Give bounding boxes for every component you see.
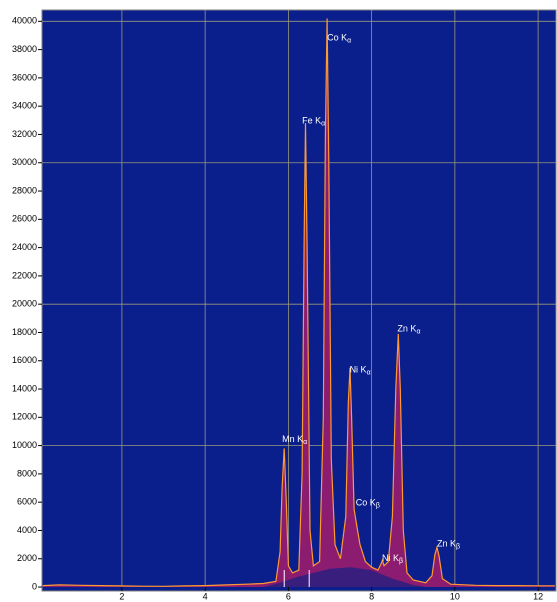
peak-label-element: Ni K — [350, 365, 367, 375]
peak-label: Co Kα — [327, 33, 351, 44]
y-tick-label: 34000 — [12, 101, 37, 111]
y-tick-label: 14000 — [12, 383, 37, 393]
y-tick-label: 12000 — [12, 412, 37, 422]
peak-label-element: Ni K — [382, 553, 399, 563]
y-tick-label: 32000 — [12, 129, 37, 139]
x-tick-label: 4 — [203, 591, 208, 601]
y-tick-label: 28000 — [12, 185, 37, 195]
plot-area — [41, 9, 557, 592]
peak-label-line: α — [367, 369, 371, 376]
spectrum-area — [263, 567, 426, 588]
y-tick-label: 38000 — [12, 44, 37, 54]
x-tick-label: 6 — [286, 591, 291, 601]
peak-label: Mn Kα — [282, 434, 307, 445]
peak-label-element: Co K — [327, 33, 347, 43]
peak-label-element: Fe K — [302, 116, 321, 126]
peak-label: Ni Kα — [350, 365, 371, 376]
peak-label-element: Mn K — [282, 434, 303, 444]
y-tick-label: 6000 — [17, 497, 37, 507]
peak-label: Co Kβ — [356, 498, 380, 509]
peak-label: Fe Kα — [302, 116, 325, 127]
y-tick-label: 20000 — [12, 299, 37, 309]
y-tick-label: 22000 — [12, 270, 37, 280]
peak-label-element: Zn K — [437, 539, 456, 549]
x-tick-label: 2 — [119, 591, 124, 601]
y-tick-label: 40000 — [12, 16, 37, 26]
peak-label: Zn Kα — [397, 324, 420, 335]
y-tick-label: 2000 — [17, 553, 37, 563]
peak-label-line: β — [376, 502, 380, 509]
y-tick-label: 36000 — [12, 72, 37, 82]
y-tick-label: 30000 — [12, 157, 37, 167]
peak-label-line: α — [416, 328, 420, 335]
peak-label-line: β — [456, 543, 460, 550]
peak-label: Ni Kβ — [382, 553, 403, 564]
peak-label: Zn Kβ — [437, 539, 460, 550]
spectrum-line — [42, 18, 555, 587]
peak-label-line: α — [303, 439, 307, 446]
y-tick-label: 16000 — [12, 355, 37, 365]
peak-label-element: Co K — [356, 498, 376, 508]
y-tick-label: 4000 — [17, 525, 37, 535]
peak-label-line: α — [347, 37, 351, 44]
y-tick-label: 8000 — [17, 468, 37, 478]
y-tick-label: 0 — [32, 581, 37, 591]
peak-label-element: Zn K — [397, 324, 416, 334]
peak-label-line: α — [321, 121, 325, 128]
x-tick-label: 12 — [533, 591, 543, 601]
peak-label-line: β — [399, 558, 403, 565]
y-tick-label: 24000 — [12, 242, 37, 252]
y-tick-label: 18000 — [12, 327, 37, 337]
x-tick-label: 10 — [450, 591, 460, 601]
x-tick-label: 8 — [369, 591, 374, 601]
y-tick-label: 10000 — [12, 440, 37, 450]
y-tick-label: 26000 — [12, 214, 37, 224]
